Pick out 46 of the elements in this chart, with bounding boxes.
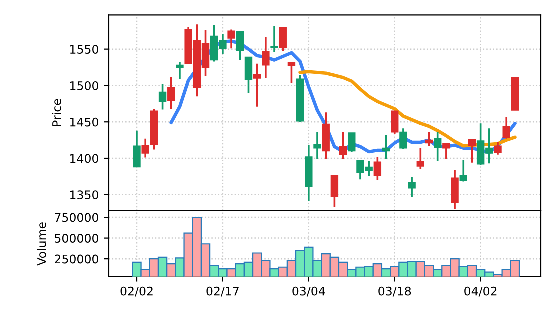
candlestick xyxy=(288,62,296,84)
y-axis-title: Volume xyxy=(37,222,46,266)
y-tick-label: 750000 xyxy=(55,213,98,222)
x-tick-label: 03/04 xyxy=(292,286,326,297)
candlestick xyxy=(391,110,399,136)
y-tick-label: 1400 xyxy=(70,154,98,164)
y-tick-label: 1350 xyxy=(70,190,98,200)
x-tick-label: 04/02 xyxy=(464,286,497,297)
y-tick-label: 1500 xyxy=(70,81,98,90)
candlestick xyxy=(460,159,468,183)
candlestick xyxy=(314,131,322,160)
candlestick xyxy=(502,116,510,140)
candlestick xyxy=(434,131,442,162)
candlestick xyxy=(228,28,236,50)
candlestick xyxy=(494,142,502,156)
y-tick-label: 1450 xyxy=(70,118,98,127)
candlestick xyxy=(158,83,167,111)
x-tick-label: 02/02 xyxy=(120,286,153,297)
candlestick xyxy=(400,128,408,150)
candlestick xyxy=(468,138,476,164)
candlestick xyxy=(425,131,434,148)
candlestick xyxy=(382,134,390,160)
candlestick xyxy=(176,62,184,80)
y-tick-label: 1550 xyxy=(70,45,98,54)
candlestick xyxy=(374,156,382,182)
candlestick xyxy=(244,56,253,94)
candlestick xyxy=(270,25,278,54)
candlestick xyxy=(279,26,287,52)
candlestick xyxy=(142,138,150,159)
x-tick-label: 03/18 xyxy=(378,286,412,297)
candlestick xyxy=(416,147,425,170)
candlestick xyxy=(236,30,244,62)
candlestick xyxy=(253,62,262,108)
x-tick-label: 02/17 xyxy=(206,286,239,297)
y-axis-title: Price xyxy=(52,99,62,126)
candlestick xyxy=(330,175,339,208)
candlestick xyxy=(408,176,416,198)
candlestick xyxy=(133,130,141,168)
candlestick xyxy=(339,131,348,160)
candlestick xyxy=(262,36,270,80)
line-series xyxy=(298,70,517,148)
y-tick-label: 500000 xyxy=(55,234,98,243)
candlestick xyxy=(168,76,176,110)
candlestick xyxy=(442,143,450,160)
candlestick xyxy=(348,132,356,153)
y-tick-label: 250000 xyxy=(55,254,98,264)
